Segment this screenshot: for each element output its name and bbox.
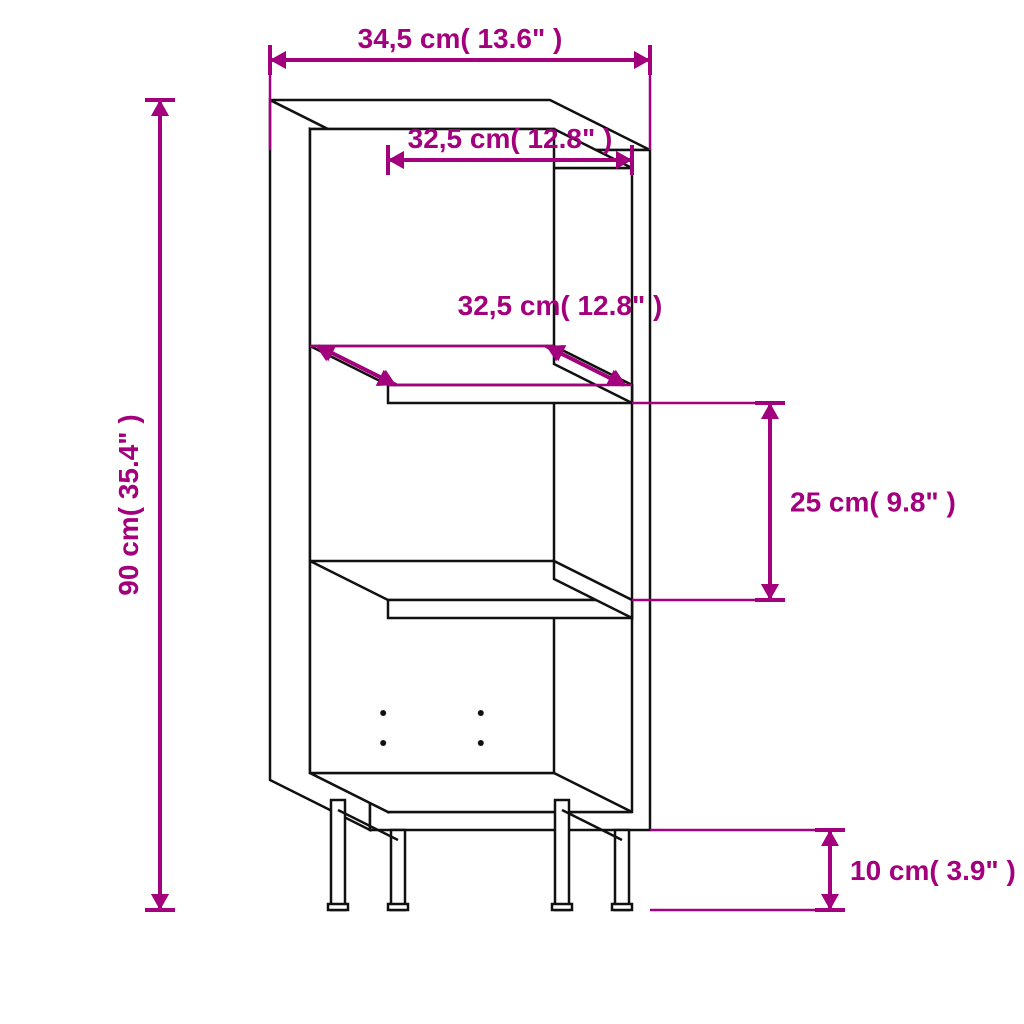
label-width-inner-top: 32,5 cm( 12.8" )	[408, 123, 613, 154]
label-shelf-gap: 25 cm( 9.8" )	[790, 487, 956, 518]
label-depth-inner: 32,5 cm( 12.8" )	[458, 290, 663, 321]
label-width-outer: 34,5 cm( 13.6" )	[358, 23, 563, 54]
label-height-total: 90 cm( 35.4" )	[113, 414, 144, 595]
label-leg-height: 10 cm( 3.9" )	[850, 855, 1016, 886]
cabinet-drawing	[270, 100, 650, 830]
